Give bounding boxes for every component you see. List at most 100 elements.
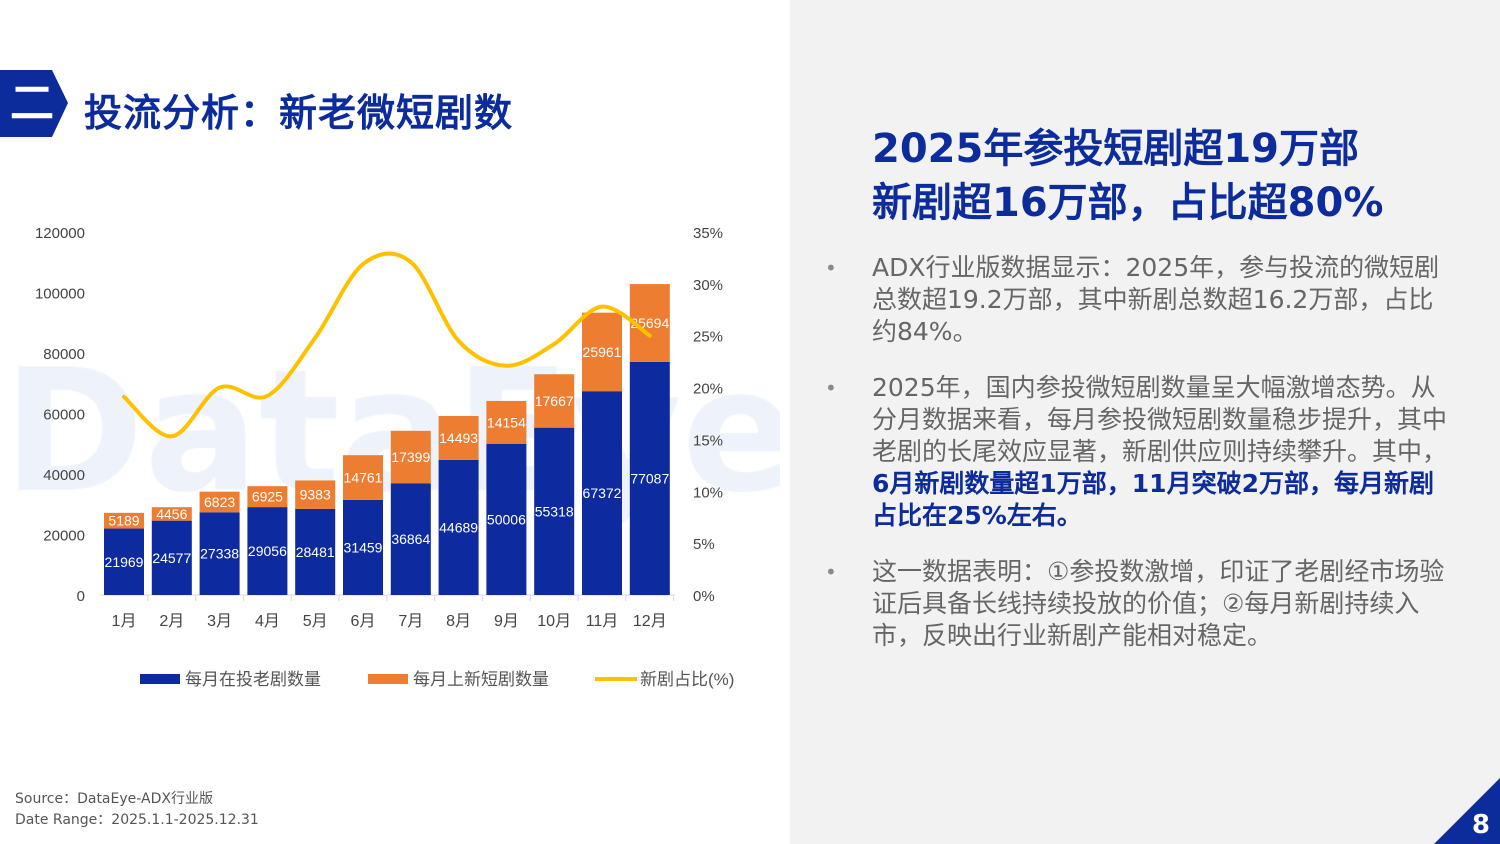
legend-swatch	[140, 674, 180, 684]
bullet-paragraph: 2025年，国内参投微短剧数量呈大幅激增态势。从分月数据来看，每月参投微短剧数量…	[872, 372, 1447, 532]
bar-new	[343, 455, 383, 500]
label-new: 6823	[204, 494, 235, 510]
x-tick: 6月	[351, 613, 376, 630]
bar-old	[582, 391, 622, 595]
chart: 0 20000 40000 60000 80000 100000 120000 0% 5% 10%…	[35, 225, 735, 689]
body-text: 这一数据表明：①参投数激增，印证了老剧经市场验证后具备长线持续投放的价值；②每月…	[872, 557, 1445, 650]
bar-new	[295, 480, 336, 509]
y-right-tick: 20%	[693, 381, 723, 398]
x-tick: 10月	[537, 613, 571, 630]
source-text: Source：DataEye-ADX行业版	[15, 791, 213, 807]
right-panel	[790, 0, 1500, 844]
bar-new	[390, 430, 431, 484]
bar-old	[247, 507, 288, 595]
label-old: 27338	[200, 546, 239, 562]
bar-new	[534, 374, 575, 428]
label-new: 14154	[487, 414, 526, 430]
bullet-marker: •	[825, 256, 837, 280]
label-new: 5189	[108, 513, 139, 529]
page-title: 投流分析：新老微短剧数	[84, 91, 514, 135]
y-left-tick: 100000	[35, 286, 85, 303]
y-left-tick: 40000	[43, 467, 85, 484]
label-new: 14761	[344, 470, 383, 486]
y-left-tick: 20000	[43, 528, 85, 545]
x-tick: 11月	[586, 613, 619, 630]
label-new: 6925	[252, 489, 283, 505]
highlight-text: 6月新剧数量超1万部，11月突破2万部，每月新剧占比在25%左右。	[872, 469, 1434, 530]
label-new: 14493	[439, 430, 478, 446]
label-old: 77087	[630, 470, 669, 486]
bar-old	[486, 443, 527, 595]
bar-old	[534, 427, 575, 595]
x-tick: 2月	[159, 613, 184, 630]
y-right-tick: 35%	[693, 225, 723, 242]
x-tick: 7月	[398, 613, 423, 630]
y-right-tick: 25%	[693, 329, 723, 346]
bar-new	[199, 491, 240, 513]
bar-new	[438, 415, 479, 460]
label-old: 44689	[439, 519, 478, 535]
label-new: 9383	[300, 487, 331, 503]
label-old: 50006	[487, 511, 526, 527]
y-right-tick: 30%	[693, 277, 723, 294]
bar-new	[486, 400, 527, 444]
body-text: ADX行业版数据显示：2025年，参与投流的微短剧总数超19.2万部，其中新剧总…	[872, 253, 1440, 346]
legend-label: 每月在投老剧数量	[185, 670, 321, 689]
bar-new	[247, 486, 288, 508]
bullet-item: • ADX行业版数据显示：2025年，参与投流的微短剧总数超19.2万部，其中新剧…	[825, 252, 1485, 348]
x-tick: 1月	[112, 613, 137, 630]
x-tick: 4月	[255, 613, 280, 630]
bullet-item: • 2025年，国内参投微短剧数量呈大幅激增态势。从分月数据来看，每月参投微短剧数…	[825, 372, 1485, 532]
ratio-line	[122, 251, 652, 439]
label-new: 25961	[583, 344, 622, 360]
label-old: 28481	[296, 544, 335, 560]
body-text: 2025年，国内参投微短剧数量呈大幅激增态势。从分月数据来看，每月参投微短剧数量…	[872, 373, 1448, 466]
bar-old	[295, 508, 336, 595]
y-left-tick: 80000	[43, 346, 85, 363]
x-tick: 8月	[446, 613, 471, 630]
y-left-tick: 60000	[43, 407, 85, 424]
bar-new	[582, 312, 622, 392]
legend-label: 每月上新短剧数量	[413, 670, 549, 689]
bar-old	[104, 528, 144, 595]
bullet-paragraph: 这一数据表明：①参投数激增，印证了老剧经市场验证后具备长线持续投放的价值；②每月…	[872, 556, 1447, 652]
x-tick: 9月	[494, 613, 519, 630]
bar-old	[438, 459, 479, 595]
bar-old	[199, 512, 240, 595]
y-right-tick: 10%	[693, 484, 723, 501]
label-new: 17667	[535, 393, 574, 409]
label-old: 67372	[583, 485, 622, 501]
label-old: 55318	[535, 503, 574, 519]
x-tick: 5月	[303, 613, 328, 630]
headline: 2025年参投短剧超19万部 新剧超16万部，占比超80%	[872, 122, 1485, 230]
x-tick: 12月	[633, 613, 667, 630]
bullet-paragraph: ADX行业版数据显示：2025年，参与投流的微短剧总数超19.2万部，其中新剧总…	[872, 252, 1447, 348]
y-right-tick: 5%	[693, 536, 715, 553]
headline-line-1: 2025年参投短剧超19万部	[872, 126, 1359, 172]
bar-old	[629, 361, 670, 595]
y-right-tick: 15%	[693, 432, 723, 449]
y-left-tick: 0	[77, 588, 85, 605]
label-new: 17399	[391, 449, 430, 465]
date-range-text: Date Range：2025.1.1-2025.12.31	[15, 812, 259, 828]
bar-new	[104, 512, 144, 529]
y-left-tick: 120000	[35, 225, 85, 242]
legend-swatch	[368, 674, 408, 684]
bullet-marker: •	[825, 376, 837, 400]
bullet-list: • ADX行业版数据显示：2025年，参与投流的微短剧总数超19.2万部，其中新剧…	[825, 252, 1485, 652]
headline-line-2: 新剧超16万部，占比超80%	[872, 180, 1384, 226]
bullet-marker: •	[825, 560, 837, 584]
bar-new	[151, 507, 192, 521]
label-new: 4456	[156, 506, 187, 522]
label-old: 29056	[248, 543, 287, 559]
page-number: 8	[1471, 810, 1490, 840]
x-tick: 3月	[207, 613, 232, 630]
label-old: 21969	[105, 554, 144, 570]
label-old: 31459	[344, 539, 383, 555]
bullet-item: • 这一数据表明：①参投数激增，印证了老剧经市场验证后具备长线持续投放的价值；②每…	[825, 556, 1485, 652]
section-badge: 二	[0, 70, 68, 137]
bar-old	[343, 499, 383, 595]
bar-old	[390, 483, 431, 595]
label-old: 36864	[391, 531, 430, 547]
legend-label: 新剧占比(%)	[640, 670, 734, 689]
